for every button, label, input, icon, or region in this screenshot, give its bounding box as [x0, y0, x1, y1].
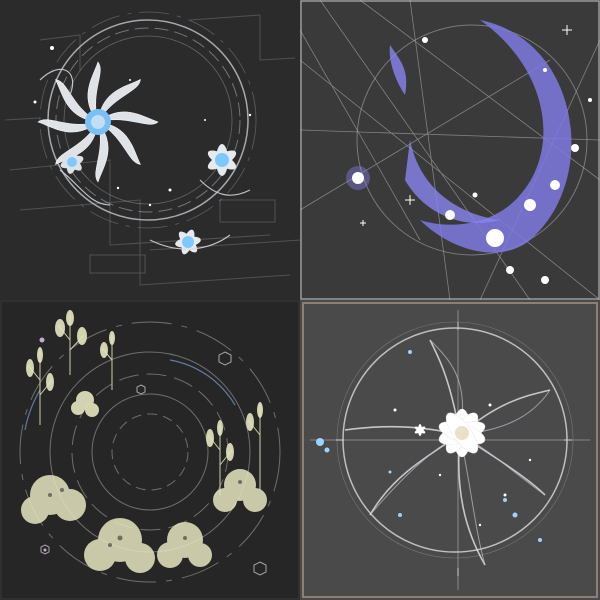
lotus-hud-illustration — [0, 0, 300, 300]
tile-violet-crescent — [300, 0, 600, 300]
violet-crescent-illustration — [300, 0, 600, 300]
flower-star-illustration — [300, 300, 600, 600]
botanical-hud-illustration — [0, 300, 300, 600]
tile-flower-star — [300, 300, 600, 600]
tile-lotus-hud — [0, 0, 300, 300]
tile-botanical-hud — [0, 300, 300, 600]
